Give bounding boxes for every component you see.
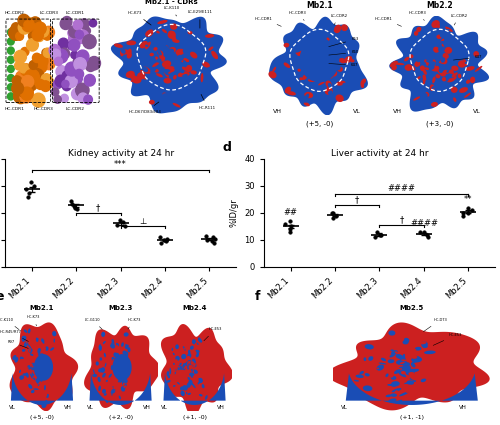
Point: [26, 178, 34, 185]
Point: [71, 204, 79, 211]
Point: [156, 234, 164, 241]
Y-axis label: %ID/gr: %ID/gr: [230, 198, 238, 227]
Point: [286, 228, 294, 235]
Point: [26, 189, 34, 196]
Point: [68, 200, 76, 207]
Point: [24, 193, 32, 200]
Point: [70, 203, 78, 210]
Point: [204, 237, 212, 244]
Point: [162, 238, 170, 245]
Text: e: e: [0, 290, 4, 303]
Point: [328, 210, 336, 216]
Point: [209, 234, 217, 241]
Text: f: f: [254, 290, 260, 303]
Text: ⊥: ⊥: [139, 217, 146, 226]
Point: [118, 219, 126, 226]
Point: [460, 210, 468, 216]
Point: [464, 204, 472, 211]
Point: [464, 210, 472, 216]
Text: ####: ####: [410, 219, 438, 228]
Text: ##: ##: [284, 208, 298, 217]
Point: [460, 212, 468, 219]
Point: [210, 239, 218, 246]
Text: ####: ####: [388, 184, 415, 193]
Text: d: d: [222, 141, 231, 153]
Point: [372, 228, 380, 235]
Point: [121, 223, 129, 230]
Point: [286, 226, 294, 232]
Title: Kidney activity at 24 hr: Kidney activity at 24 hr: [68, 149, 174, 158]
Point: [420, 228, 428, 235]
Point: [157, 239, 165, 246]
Point: [371, 234, 379, 241]
Point: [116, 216, 124, 223]
Point: [208, 238, 216, 245]
Point: [202, 232, 210, 239]
Point: [377, 231, 385, 238]
Point: [286, 218, 294, 224]
Point: [416, 228, 424, 235]
Text: a: a: [0, 0, 9, 2]
Text: †: †: [355, 195, 360, 204]
Point: [281, 220, 289, 227]
Point: [423, 231, 431, 238]
Point: [113, 222, 121, 229]
Text: †: †: [400, 215, 404, 224]
Point: [30, 183, 38, 190]
Point: [424, 234, 432, 241]
Point: [211, 235, 219, 242]
Text: b: b: [259, 0, 268, 2]
Point: [332, 212, 340, 219]
Point: [328, 215, 336, 222]
Point: [163, 235, 171, 242]
Point: [68, 197, 76, 204]
Point: [22, 185, 30, 192]
Point: [329, 210, 337, 216]
Point: [72, 206, 80, 212]
Point: [160, 237, 168, 244]
Point: [287, 223, 295, 230]
Point: [468, 207, 476, 214]
Point: [376, 231, 384, 238]
Title: Liver activity at 24 hr: Liver activity at 24 hr: [330, 149, 428, 158]
Text: †: †: [96, 203, 100, 212]
Text: ***: ***: [114, 160, 127, 169]
Text: **: **: [464, 195, 472, 204]
